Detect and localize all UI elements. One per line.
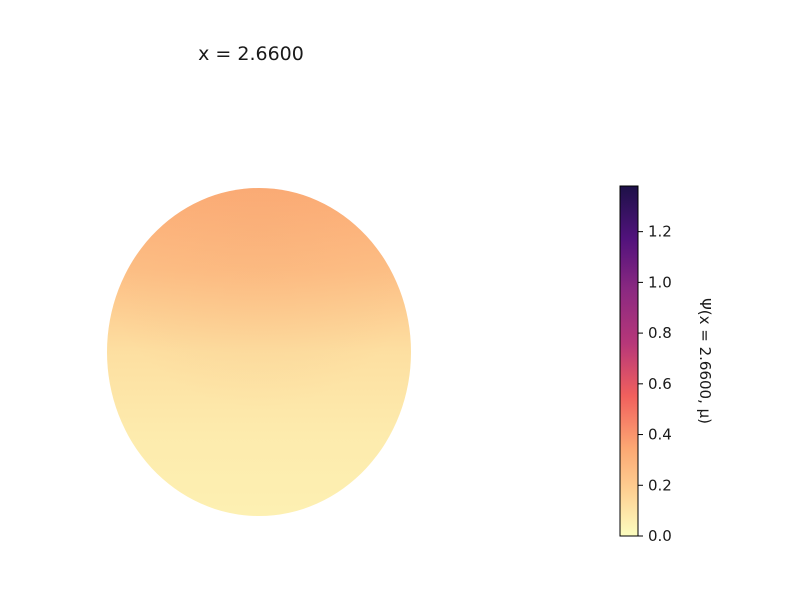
colorbar-tick-label: 0.6 (648, 375, 672, 393)
sphere-heatmap-disk (107, 188, 411, 516)
colorbar-label: Ψ(x = 2.6600, μ) (696, 298, 714, 424)
colorbar-gradient (619, 185, 639, 537)
colorbar-tick-label: 1.2 (648, 223, 672, 241)
colorbar-tick-label: 0.8 (648, 324, 672, 342)
colorbar-tick-label: 1.0 (648, 273, 672, 291)
heatmap-disk-shading (107, 188, 411, 516)
colorbar: 0.0 0.2 0.4 0.6 0.8 1.0 1.2 Ψ(x = 2.6600, μ) (619, 185, 714, 545)
colorbar-tick-label: 0.4 (648, 426, 672, 444)
colorbar-tick-label: 0.2 (648, 476, 672, 494)
colorbar-tick-label: 0.0 (648, 527, 672, 545)
chart-title: x = 2.6600 (198, 43, 304, 65)
colorbar-ticks: 0.0 0.2 0.4 0.6 0.8 1.0 1.2 (638, 223, 672, 545)
